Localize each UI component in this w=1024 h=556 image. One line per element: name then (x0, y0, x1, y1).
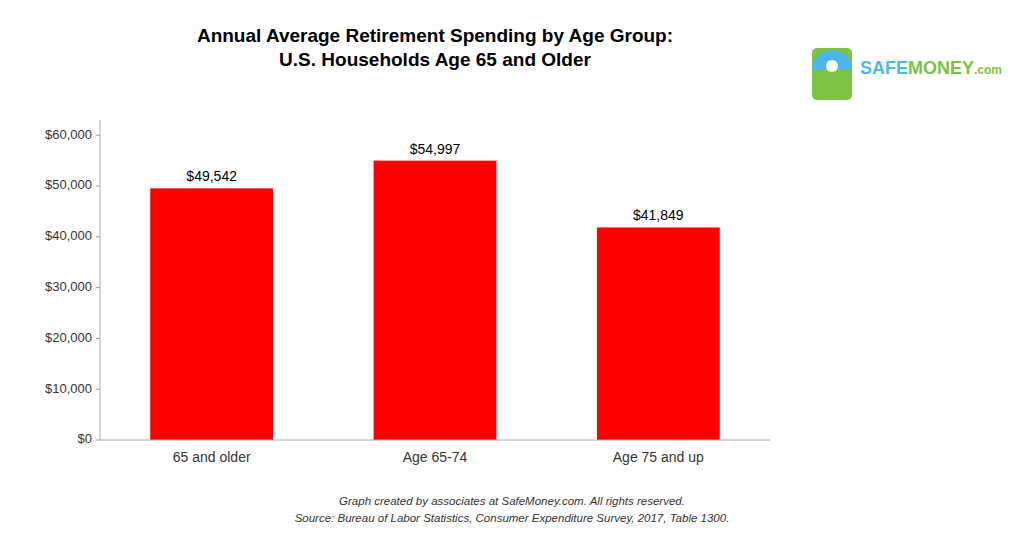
x-axis-line (100, 440, 770, 441)
y-axis: $0 $10,000 $20,000 $30,000 $40,000 $50,000 $60… (45, 127, 100, 447)
y-tick (96, 236, 100, 237)
chart: Annual Average Retirement Spending by Ag… (0, 0, 1024, 556)
y-tick (96, 135, 100, 136)
bar (597, 227, 720, 440)
y-axis-line (100, 120, 101, 440)
logo-text: SAFEMONEY.com (860, 58, 1002, 78)
data-label: $41,849 (633, 207, 684, 223)
bars (150, 161, 720, 440)
x-tick-label: Age 65-74 (403, 449, 468, 465)
bar (374, 161, 497, 440)
y-tick-label: $10,000 (45, 381, 92, 396)
y-tick (96, 287, 100, 288)
footer: Graph created by associates at SafeMoney… (339, 495, 685, 507)
y-tick-label: $60,000 (45, 127, 92, 142)
x-axis: 65 and older Age 65-74 Age 75 and up (173, 449, 704, 465)
y-tick (96, 338, 100, 339)
x-tick-label: Age 75 and up (613, 449, 704, 465)
y-tick-label: $40,000 (45, 228, 92, 243)
data-labels: $49,542 $54,997 $41,849 (186, 141, 683, 224)
data-label: $54,997 (410, 141, 461, 157)
y-tick-label: $30,000 (45, 279, 92, 294)
y-tick (96, 186, 100, 187)
y-tick-label: $50,000 (45, 177, 92, 192)
bar (150, 188, 273, 440)
logo: SAFEMONEY.com (812, 48, 1002, 100)
y-tick-label: $20,000 (45, 330, 92, 345)
logo-icon (826, 60, 838, 72)
logo-icon (812, 48, 852, 100)
y-tick-label: $0 (78, 431, 92, 446)
y-tick (96, 389, 100, 390)
y-tick (96, 440, 100, 441)
footer: Source: Bureau of Labor Statistics, Cons… (295, 512, 730, 524)
subtitle: U.S. Households Age 65 and Older (279, 49, 591, 70)
title: Annual Average Retirement Spending by Ag… (197, 25, 673, 46)
x-tick-label: 65 and older (173, 449, 251, 465)
data-label: $49,542 (186, 168, 237, 184)
